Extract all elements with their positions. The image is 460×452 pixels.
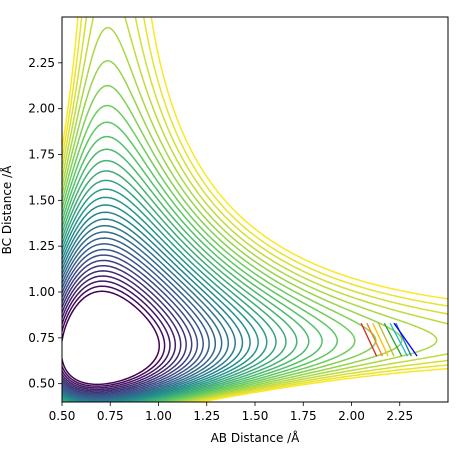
y-tick-label: 2.00 xyxy=(28,102,55,116)
contour-level-5 xyxy=(62,264,187,394)
contour-level-16 xyxy=(62,196,259,402)
y-tick-label: 1.50 xyxy=(28,193,55,207)
contour-level-2 xyxy=(62,280,171,389)
contour-level-0 xyxy=(62,290,161,386)
y-tick-label: 0.75 xyxy=(28,331,55,345)
x-tick-label: 1.25 xyxy=(193,409,220,423)
x-axis-ticks: 0.50 0.75 1.00 1.25 1.50 1.75 2.00 2.25 xyxy=(49,402,413,423)
trajectory-line-2 xyxy=(372,322,389,357)
trajectory-line-5 xyxy=(389,322,409,357)
x-tick-label: 1.75 xyxy=(290,409,317,423)
contour-level-12 xyxy=(62,224,230,402)
y-tick-label: 1.25 xyxy=(28,239,55,253)
contour-level-10 xyxy=(62,237,217,400)
contour-level-8 xyxy=(62,248,204,397)
x-axis-label: AB Distance /Å xyxy=(211,430,301,445)
y-tick-label: 1.00 xyxy=(28,285,55,299)
y-tick-label: 1.75 xyxy=(28,148,55,162)
x-tick-label: 0.50 xyxy=(49,409,76,423)
contour-level-13 xyxy=(62,218,236,402)
y-axis-label: BC Distance /Å xyxy=(0,165,14,255)
y-tick-label: 2.25 xyxy=(28,56,55,70)
trajectory-line-0 xyxy=(360,322,378,357)
x-tick-label: 2.25 xyxy=(386,409,413,423)
trajectory-line-7 xyxy=(393,322,418,357)
x-tick-label: 2.00 xyxy=(338,409,365,423)
contour-lines xyxy=(62,17,448,402)
trajectory-line-4 xyxy=(383,322,403,357)
contour-level-11 xyxy=(62,231,223,401)
contour-level-18 xyxy=(62,179,277,402)
contour-level-1 xyxy=(62,285,166,387)
trajectory-line-1 xyxy=(366,322,383,357)
trajectory-lines xyxy=(360,322,418,357)
contour-level-3 xyxy=(62,275,177,391)
contour-level-6 xyxy=(62,259,193,395)
contour-level-7 xyxy=(62,254,199,396)
x-tick-label: 1.50 xyxy=(242,409,269,423)
trajectory-line-3 xyxy=(377,322,395,357)
contour-level-19 xyxy=(62,170,287,402)
x-tick-label: 0.75 xyxy=(97,409,124,423)
contour-level-17 xyxy=(62,188,268,402)
y-axis-ticks: 0.50 0.75 1.00 1.25 1.50 1.75 2.00 2.25 xyxy=(28,56,62,391)
contour-level-15 xyxy=(62,204,251,402)
y-tick-label: 0.50 xyxy=(28,377,55,391)
contour-level-9 xyxy=(62,243,210,399)
x-tick-label: 1.00 xyxy=(145,409,172,423)
contour-level-14 xyxy=(62,211,244,402)
